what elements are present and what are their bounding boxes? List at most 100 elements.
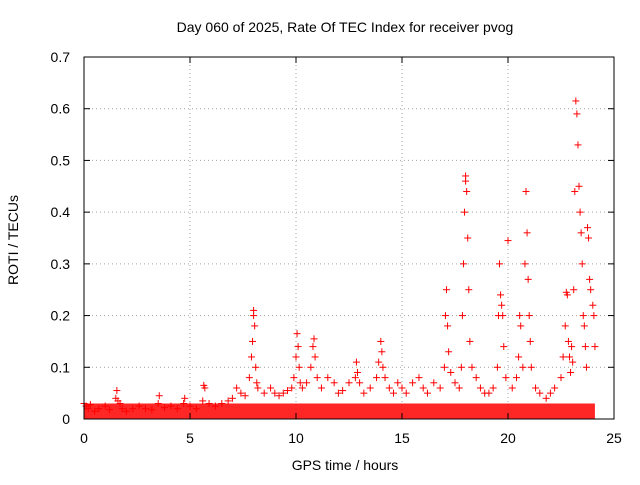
y-tick-label: 0.1 bbox=[51, 359, 71, 375]
data-point bbox=[496, 260, 504, 268]
data-point bbox=[498, 301, 506, 309]
data-point bbox=[419, 384, 427, 392]
data-point bbox=[86, 401, 94, 409]
data-point bbox=[373, 374, 381, 382]
data-point bbox=[466, 337, 474, 345]
data-point bbox=[398, 384, 406, 392]
data-point bbox=[584, 224, 591, 232]
data-points bbox=[80, 97, 599, 415]
data-point bbox=[574, 141, 582, 149]
data-point bbox=[516, 312, 524, 320]
data-point bbox=[379, 363, 387, 371]
data-point bbox=[293, 330, 301, 338]
data-point bbox=[430, 379, 438, 387]
data-point bbox=[522, 187, 530, 195]
data-point bbox=[423, 389, 431, 397]
data-point bbox=[444, 322, 452, 330]
data-point bbox=[587, 286, 595, 294]
x-tick-label: 5 bbox=[186, 430, 194, 446]
axis-ticks: 0 5 10 15 20 25 0 0.1 0.2 0.3 0.4 0.5 0.6 0.7 bbox=[51, 49, 622, 446]
data-point bbox=[577, 229, 585, 237]
data-point bbox=[445, 348, 453, 356]
data-point bbox=[292, 353, 300, 361]
data-point bbox=[570, 286, 578, 294]
y-axis-label: ROTI / TECUs bbox=[5, 195, 21, 285]
data-point bbox=[356, 379, 364, 387]
data-point bbox=[451, 379, 459, 387]
baseline-band-fill bbox=[84, 403, 595, 419]
data-point bbox=[472, 374, 480, 382]
data-point bbox=[245, 374, 253, 382]
data-point bbox=[457, 363, 465, 371]
data-point bbox=[381, 374, 389, 382]
data-point bbox=[551, 384, 559, 392]
data-point bbox=[199, 397, 207, 405]
data-point bbox=[578, 260, 586, 268]
data-point bbox=[517, 322, 525, 330]
x-tick-label: 20 bbox=[500, 430, 516, 446]
data-point bbox=[559, 353, 567, 361]
data-point bbox=[485, 389, 493, 397]
data-point bbox=[211, 402, 219, 410]
data-point bbox=[288, 384, 296, 392]
data-point bbox=[116, 399, 124, 407]
data-point bbox=[515, 353, 523, 361]
data-point bbox=[303, 379, 311, 387]
data-point bbox=[161, 404, 169, 412]
data-point bbox=[95, 405, 103, 413]
data-point bbox=[241, 392, 249, 400]
data-point bbox=[500, 343, 508, 351]
data-point bbox=[324, 374, 332, 382]
data-point bbox=[523, 229, 531, 237]
data-point bbox=[122, 407, 130, 415]
x-axis-label: GPS time / hours bbox=[292, 457, 399, 473]
y-tick-label: 0.4 bbox=[51, 204, 71, 220]
data-point bbox=[310, 335, 318, 343]
data-point bbox=[582, 363, 590, 371]
data-point bbox=[589, 301, 597, 309]
data-point bbox=[402, 389, 410, 397]
data-point bbox=[489, 384, 497, 392]
data-point bbox=[351, 374, 359, 382]
chart-title: Day 060 of 2025, Rate Of TEC Index for r… bbox=[177, 19, 514, 35]
data-point bbox=[218, 399, 226, 407]
data-point bbox=[572, 97, 580, 105]
x-tick-label: 10 bbox=[288, 430, 304, 446]
data-point bbox=[339, 387, 347, 395]
data-point bbox=[546, 389, 554, 397]
data-point bbox=[173, 405, 181, 413]
data-point bbox=[567, 368, 575, 376]
data-point bbox=[561, 322, 569, 330]
data-point bbox=[476, 384, 484, 392]
data-point bbox=[443, 286, 451, 294]
data-point bbox=[91, 407, 99, 415]
data-point bbox=[580, 322, 588, 330]
data-point bbox=[526, 337, 534, 345]
data-point bbox=[135, 402, 143, 410]
data-point bbox=[313, 374, 321, 382]
data-point bbox=[415, 374, 423, 382]
data-point bbox=[375, 358, 383, 366]
data-point bbox=[512, 374, 520, 382]
data-point bbox=[468, 363, 476, 371]
data-point bbox=[563, 291, 571, 299]
data-point bbox=[167, 402, 175, 410]
data-point bbox=[118, 405, 126, 413]
data-point bbox=[441, 312, 449, 320]
data-point bbox=[557, 374, 565, 382]
data-point bbox=[524, 275, 532, 283]
data-point bbox=[353, 368, 361, 376]
data-point bbox=[519, 363, 527, 371]
data-point bbox=[502, 374, 510, 382]
data-point bbox=[311, 353, 319, 361]
data-point bbox=[525, 312, 533, 320]
data-point bbox=[254, 384, 262, 392]
data-point bbox=[224, 397, 232, 405]
data-point bbox=[249, 337, 257, 345]
data-point bbox=[247, 353, 255, 361]
data-point bbox=[504, 237, 512, 245]
data-point bbox=[309, 343, 317, 351]
data-point bbox=[463, 187, 471, 195]
data-point bbox=[585, 234, 593, 242]
